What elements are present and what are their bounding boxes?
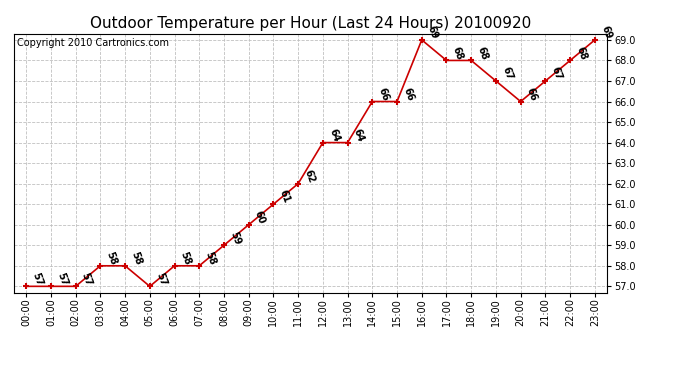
Text: 58: 58 [104, 250, 119, 266]
Text: 57: 57 [30, 271, 44, 287]
Text: 66: 66 [525, 86, 539, 102]
Text: 59: 59 [228, 230, 242, 246]
Text: 58: 58 [204, 250, 217, 266]
Text: 62: 62 [302, 168, 316, 184]
Text: 60: 60 [253, 209, 267, 225]
Text: 57: 57 [55, 271, 69, 287]
Text: 69: 69 [599, 24, 613, 40]
Text: 64: 64 [327, 127, 341, 143]
Text: 58: 58 [179, 250, 193, 266]
Text: 69: 69 [426, 24, 440, 40]
Text: 58: 58 [129, 250, 144, 266]
Text: Copyright 2010 Cartronics.com: Copyright 2010 Cartronics.com [17, 38, 169, 48]
Text: 67: 67 [549, 66, 564, 82]
Text: 64: 64 [352, 127, 366, 143]
Title: Outdoor Temperature per Hour (Last 24 Hours) 20100920: Outdoor Temperature per Hour (Last 24 Ho… [90, 16, 531, 31]
Text: 68: 68 [574, 45, 589, 61]
Text: 57: 57 [80, 271, 94, 287]
Text: 61: 61 [277, 189, 292, 205]
Text: 68: 68 [451, 45, 464, 61]
Text: 67: 67 [500, 66, 514, 82]
Text: 57: 57 [154, 271, 168, 287]
Text: 66: 66 [401, 86, 415, 102]
Text: 66: 66 [377, 86, 391, 102]
Text: 68: 68 [475, 45, 489, 61]
